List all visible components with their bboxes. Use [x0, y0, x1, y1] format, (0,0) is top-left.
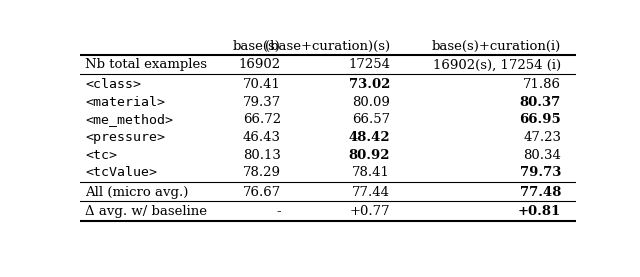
- Text: 76.67: 76.67: [243, 186, 281, 199]
- Text: 46.43: 46.43: [243, 131, 281, 144]
- Text: 73.02: 73.02: [349, 78, 390, 91]
- Text: <me_method>: <me_method>: [85, 113, 173, 126]
- Text: <class>: <class>: [85, 78, 141, 91]
- Text: All (micro avg.): All (micro avg.): [85, 186, 188, 199]
- Text: (base+curation)(s): (base+curation)(s): [265, 40, 390, 53]
- Text: 16902(s), 17254 (i): 16902(s), 17254 (i): [433, 58, 561, 71]
- Text: base(s): base(s): [233, 40, 281, 53]
- Text: 17254: 17254: [348, 58, 390, 71]
- Text: 77.44: 77.44: [352, 186, 390, 199]
- Text: 66.72: 66.72: [243, 113, 281, 126]
- Text: 79.73: 79.73: [520, 166, 561, 179]
- Text: 80.34: 80.34: [524, 149, 561, 162]
- Text: -: -: [276, 205, 281, 218]
- Text: 79.37: 79.37: [243, 96, 281, 109]
- Text: 16902: 16902: [239, 58, 281, 71]
- Text: 78.41: 78.41: [352, 166, 390, 179]
- Text: 80.13: 80.13: [243, 149, 281, 162]
- Text: 80.37: 80.37: [520, 96, 561, 109]
- Text: 80.92: 80.92: [349, 149, 390, 162]
- Text: base(s)+curation(i): base(s)+curation(i): [432, 40, 561, 53]
- Text: 77.48: 77.48: [520, 186, 561, 199]
- Text: 47.23: 47.23: [523, 131, 561, 144]
- Text: Δ avg. w/ baseline: Δ avg. w/ baseline: [85, 205, 207, 218]
- Text: Nb total examples: Nb total examples: [85, 58, 207, 71]
- Text: +0.77: +0.77: [349, 205, 390, 218]
- Text: 66.57: 66.57: [352, 113, 390, 126]
- Text: 80.09: 80.09: [352, 96, 390, 109]
- Text: <tc>: <tc>: [85, 149, 117, 162]
- Text: <material>: <material>: [85, 96, 165, 109]
- Text: 70.41: 70.41: [243, 78, 281, 91]
- Text: 48.42: 48.42: [348, 131, 390, 144]
- Text: 66.95: 66.95: [520, 113, 561, 126]
- Text: +0.81: +0.81: [518, 205, 561, 218]
- Text: <tcValue>: <tcValue>: [85, 166, 157, 179]
- Text: 71.86: 71.86: [523, 78, 561, 91]
- Text: 78.29: 78.29: [243, 166, 281, 179]
- Text: <pressure>: <pressure>: [85, 131, 165, 144]
